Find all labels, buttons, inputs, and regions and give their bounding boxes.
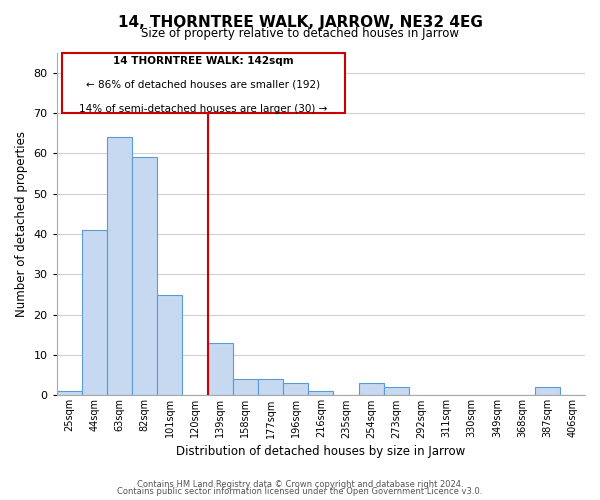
Bar: [208, 343, 233, 396]
Text: Contains HM Land Registry data © Crown copyright and database right 2024.: Contains HM Land Registry data © Crown c…: [137, 480, 463, 489]
Bar: [132, 158, 157, 396]
Text: ← 86% of detached houses are smaller (192): ← 86% of detached houses are smaller (19…: [86, 80, 320, 90]
Bar: [57, 392, 82, 396]
Y-axis label: Number of detached properties: Number of detached properties: [15, 131, 28, 317]
Bar: [82, 230, 107, 396]
Text: Size of property relative to detached houses in Jarrow: Size of property relative to detached ho…: [141, 28, 459, 40]
Bar: [233, 380, 258, 396]
FancyBboxPatch shape: [62, 52, 344, 112]
X-axis label: Distribution of detached houses by size in Jarrow: Distribution of detached houses by size …: [176, 444, 466, 458]
Text: 14% of semi-detached houses are larger (30) →: 14% of semi-detached houses are larger (…: [79, 104, 328, 114]
Bar: [157, 294, 182, 396]
Bar: [308, 392, 334, 396]
Bar: [384, 388, 409, 396]
Text: 14 THORNTREE WALK: 142sqm: 14 THORNTREE WALK: 142sqm: [113, 56, 293, 66]
Text: 14, THORNTREE WALK, JARROW, NE32 4EG: 14, THORNTREE WALK, JARROW, NE32 4EG: [118, 15, 482, 30]
Bar: [258, 380, 283, 396]
Text: Contains public sector information licensed under the Open Government Licence v3: Contains public sector information licen…: [118, 487, 482, 496]
Bar: [359, 384, 384, 396]
Bar: [107, 137, 132, 396]
Bar: [283, 384, 308, 396]
Bar: [535, 388, 560, 396]
